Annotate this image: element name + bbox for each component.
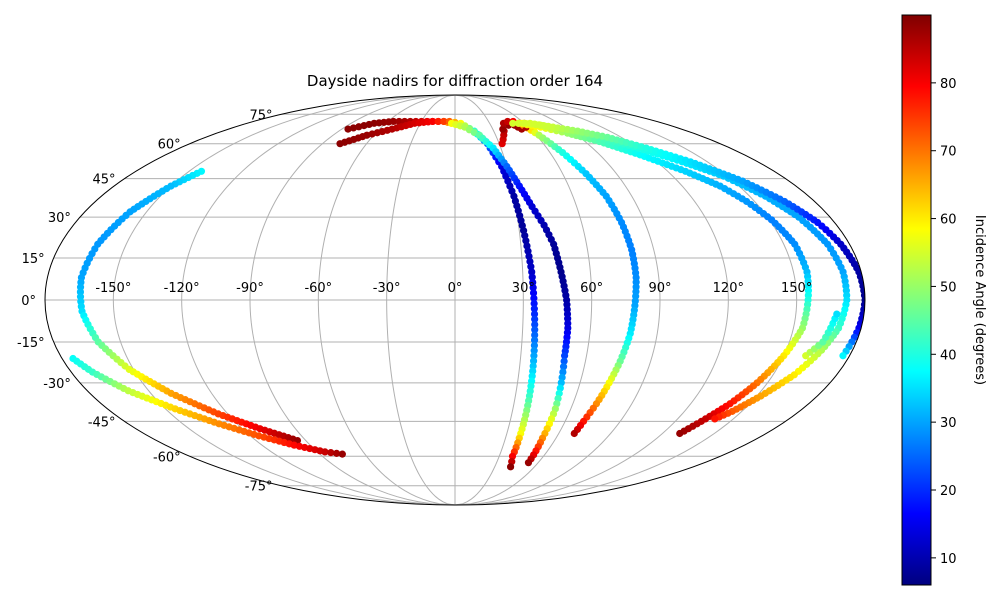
lat-tick-label: 30° bbox=[48, 211, 71, 226]
data-point bbox=[860, 287, 865, 295]
data-point bbox=[440, 117, 448, 126]
data-point bbox=[321, 448, 329, 456]
data-point bbox=[530, 347, 538, 355]
data-point bbox=[530, 341, 539, 350]
colorbar-gradient bbox=[901, 14, 932, 586]
lon-tick-label: -90° bbox=[236, 281, 264, 296]
colorbar-tick-label: 30 bbox=[940, 416, 957, 431]
data-point bbox=[839, 352, 847, 360]
lon-tick-label: 120° bbox=[713, 281, 744, 296]
data-point bbox=[833, 310, 841, 318]
map-area: -150° -120° -90° -60° -30° 0° 30° 60° 90° 120° 150… bbox=[17, 94, 866, 506]
lon-tick-label: 60° bbox=[580, 281, 603, 296]
data-point bbox=[560, 357, 568, 365]
data-point bbox=[528, 268, 536, 276]
data-point bbox=[559, 368, 567, 376]
lat-tick-label: 75° bbox=[249, 108, 272, 123]
data-point bbox=[558, 373, 566, 382]
data-point bbox=[529, 289, 538, 297]
data-point bbox=[524, 459, 533, 467]
data-point bbox=[570, 429, 578, 438]
data-point bbox=[560, 352, 569, 360]
longitude-tick-labels: -150° -120° -90° -60° -30° 0° 30° 60° 90° 120° 150… bbox=[95, 281, 812, 296]
colorbar: 10 20 30 40 50 60 70 80 Incidence Angle (degree… bbox=[901, 14, 987, 586]
data-point bbox=[559, 363, 568, 371]
data-point bbox=[344, 125, 352, 133]
data-point bbox=[389, 117, 398, 126]
lon-tick-label: -60° bbox=[304, 281, 332, 296]
lat-tick-label: -30° bbox=[43, 377, 71, 392]
data-point bbox=[338, 450, 346, 458]
lon-tick-label: 150° bbox=[781, 281, 812, 296]
colorbar-tick-label: 80 bbox=[940, 77, 957, 92]
lat-tick-label: -15° bbox=[17, 336, 45, 351]
latitude-tick-labels: 75° 60° 45° 30° 15° 0° -15° -30° -45° -60° -75° bbox=[17, 108, 273, 494]
data-point bbox=[711, 415, 719, 423]
data-point bbox=[530, 305, 538, 313]
colorbar-tick-label: 60 bbox=[940, 213, 957, 228]
data-point bbox=[529, 278, 537, 287]
colorbar-label: Incidence Angle (degrees) bbox=[972, 215, 987, 385]
lat-tick-label: -45° bbox=[88, 415, 116, 430]
lon-tick-label: 30° bbox=[512, 281, 535, 296]
colorbar-tick-label: 50 bbox=[940, 280, 957, 295]
data-point bbox=[531, 326, 539, 334]
lon-tick-label: -150° bbox=[95, 281, 131, 296]
data-point bbox=[514, 119, 523, 127]
data-point bbox=[530, 310, 539, 318]
lon-tick-label: 90° bbox=[648, 281, 671, 296]
data-point bbox=[529, 284, 537, 292]
data-point bbox=[530, 336, 539, 344]
lon-tick-label: 0° bbox=[448, 281, 463, 296]
lat-tick-label: 45° bbox=[93, 173, 116, 188]
chart-title: Dayside nadirs for diffraction order 164 bbox=[307, 72, 603, 90]
data-point bbox=[509, 119, 517, 127]
data-point bbox=[333, 449, 341, 457]
graticule bbox=[45, 95, 865, 505]
lat-tick-label: 0° bbox=[21, 294, 36, 309]
colorbar-tick-label: 40 bbox=[940, 348, 957, 363]
colorbar-tick-label: 10 bbox=[940, 552, 957, 567]
data-point bbox=[327, 449, 335, 457]
data-point bbox=[676, 429, 684, 438]
data-points bbox=[69, 117, 865, 471]
colorbar-tick-label: 20 bbox=[940, 484, 957, 499]
data-point bbox=[508, 452, 517, 460]
globe-outline bbox=[44, 94, 866, 506]
lat-tick-label: -60° bbox=[153, 450, 181, 465]
data-point bbox=[506, 463, 515, 471]
data-point bbox=[429, 117, 437, 126]
lat-tick-label: 60° bbox=[158, 138, 181, 153]
data-point bbox=[530, 299, 538, 308]
lat-tick-label: -75° bbox=[245, 480, 273, 495]
data-point bbox=[520, 119, 528, 127]
lon-tick-label: -30° bbox=[373, 281, 401, 296]
colorbar-tick-label: 70 bbox=[940, 145, 957, 160]
data-point bbox=[530, 352, 538, 360]
data-point bbox=[531, 320, 539, 329]
data-point bbox=[530, 294, 538, 302]
data-point bbox=[528, 273, 536, 281]
data-point bbox=[531, 315, 539, 323]
data-point bbox=[499, 125, 507, 133]
lat-tick-label: 15° bbox=[22, 252, 45, 267]
lon-tick-label: -120° bbox=[164, 281, 200, 296]
data-point bbox=[434, 117, 442, 126]
data-point bbox=[531, 331, 539, 339]
colorbar-ticks: 10 20 30 40 50 60 70 80 bbox=[931, 77, 957, 567]
